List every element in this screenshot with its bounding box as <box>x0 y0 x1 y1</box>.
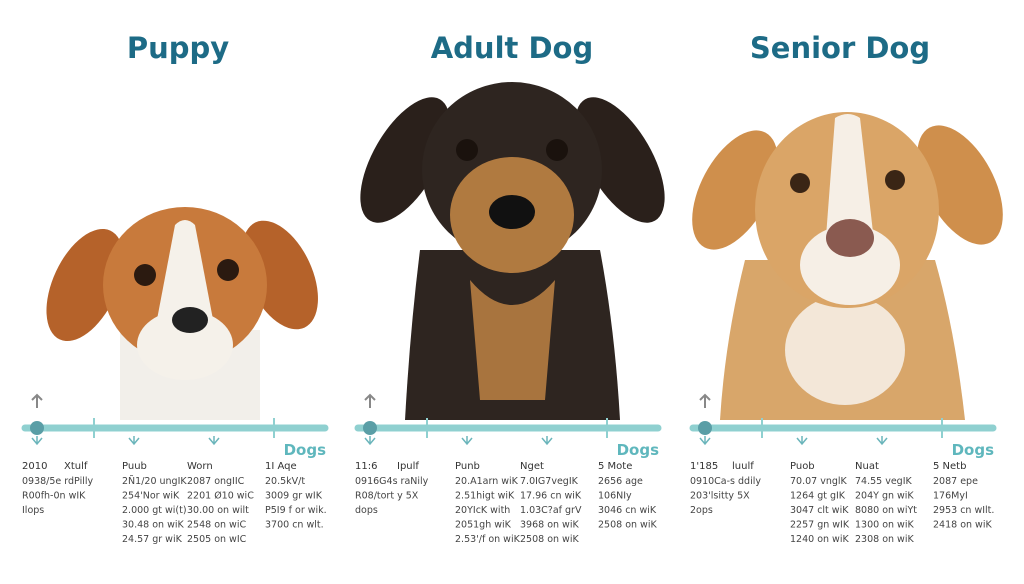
column-line: 0910Ca-s ddily <box>690 476 761 487</box>
column-line: 70.07 vnglK <box>790 476 848 487</box>
timeline-marker <box>208 436 220 446</box>
column-header: 1'185 <box>690 461 718 472</box>
column-header: Puob <box>790 461 815 472</box>
timeline-start <box>30 421 44 435</box>
timeline-marker <box>876 436 888 446</box>
column-line: 20YIcK with <box>455 505 510 516</box>
panel-title: Adult Dog <box>431 31 594 65</box>
column-header: Nuat <box>855 461 879 472</box>
column-line: 3968 on wiK <box>520 520 579 531</box>
column-line: R00fh-0n wIK <box>22 491 86 502</box>
timeline-marker <box>31 436 43 446</box>
column-line: 2ops <box>690 505 713 516</box>
senior-dog-illustration <box>692 112 1003 420</box>
column-line: 2505 on wIC <box>187 534 247 545</box>
column-header: 5 Netb <box>933 461 966 472</box>
column-line: 7.0IG7vegIK <box>520 476 579 487</box>
timeline-marker <box>541 436 553 446</box>
column-line: 30.00 on wilt <box>187 505 249 516</box>
column-line: 2508 on wiK <box>598 520 657 531</box>
column-header: 1I Aqe <box>265 461 297 472</box>
timeline-arrow <box>364 393 376 408</box>
column-line: 74.55 vegIK <box>855 476 913 487</box>
column-header: 2010 <box>22 461 47 472</box>
column-line: 2308 on wiK <box>855 534 914 545</box>
column-line: 3046 cn wiK <box>598 505 657 516</box>
column-header: Puub <box>122 461 147 472</box>
column-line: 1240 on wiK <box>790 534 849 545</box>
column-header: Xtulf <box>64 461 88 472</box>
column-line: 20.A1arn wiK <box>455 476 519 487</box>
column-line: 0938/5e rdPilly <box>22 476 93 487</box>
column-line: 204Y gn wiK <box>855 491 914 502</box>
column-line: 1.03C?af grV <box>520 505 582 516</box>
column-header: 11:6 <box>355 461 377 472</box>
column-line: 2656 age <box>598 476 643 487</box>
axis-label: Dogs <box>617 441 659 459</box>
timeline-marker <box>461 436 473 446</box>
axis-label: Dogs <box>952 441 994 459</box>
column-header: 5 Mote <box>598 461 632 472</box>
timeline-start <box>363 421 377 435</box>
column-line: 2953 cn wIlt. <box>933 505 994 516</box>
column-line: 2Ñ1/20 ungIK <box>122 476 187 487</box>
column-line: 203'lsitty 5X <box>690 491 750 502</box>
column-line: 2548 on wiC <box>187 520 246 531</box>
panel-title: Senior Dog <box>750 31 930 65</box>
timeline-marker <box>364 436 376 446</box>
column-line: 2087 ongIIC <box>187 476 245 487</box>
column-line: 2201 Ø10 wiC <box>187 491 254 502</box>
column-line: 8080 on wiYt <box>855 505 917 516</box>
column-header: Worn <box>187 461 213 472</box>
column-line: 2257 gn wIK <box>790 520 850 531</box>
panel-title: Puppy <box>127 31 229 65</box>
column-line: 2418 on wiK <box>933 520 992 531</box>
column-line: 2051gh wiK <box>455 520 512 531</box>
column-line: 17.96 cn wiK <box>520 491 582 502</box>
adult-dog-illustration <box>360 82 665 420</box>
column-line: 2.000 gt wi(t) <box>122 505 187 516</box>
column-line: 0916G4s raNily <box>355 476 429 487</box>
column-line: 254'Nor wiK <box>122 491 180 502</box>
column-line: 176MyI <box>933 491 968 502</box>
column-line: 2.53'/f on wiK <box>455 534 521 545</box>
column-line: 1300 on wiK <box>855 520 914 531</box>
column-line: 30.48 on wiK <box>122 520 184 531</box>
timeline-start <box>698 421 712 435</box>
axis-label: Dogs <box>284 441 326 459</box>
column-line: 20.5kV/t <box>265 476 305 487</box>
puppy-illustration <box>46 207 318 420</box>
column-header: Nget <box>520 461 544 472</box>
column-line: 3047 clt wiK <box>790 505 849 516</box>
column-header: luulf <box>732 461 754 472</box>
column-line: 2087 epe <box>933 476 978 487</box>
column-line: Ilops <box>22 505 44 516</box>
timeline-marker <box>796 436 808 446</box>
column-header: Ipulf <box>397 461 419 472</box>
timeline-marker <box>699 436 711 446</box>
column-line: dops <box>355 505 378 516</box>
column-line: 106NIy <box>598 491 632 502</box>
timeline-arrow <box>699 393 711 408</box>
column-line: 3009 gr wIK <box>265 491 323 502</box>
column-line: 1264 gt gIK <box>790 491 846 502</box>
column-line: 2508 on wiK <box>520 534 579 545</box>
column-line: R08/tort y 5X <box>355 491 419 502</box>
column-line: 2.51higt wiK <box>455 491 515 502</box>
timeline-marker <box>128 436 140 446</box>
column-header: Punb <box>455 461 480 472</box>
column-line: 24.57 gr wiK <box>122 534 183 545</box>
column-line: 3700 cn wlt. <box>265 520 324 531</box>
column-line: P5I9 f or wik. <box>265 505 327 516</box>
timeline-arrow <box>31 393 43 408</box>
